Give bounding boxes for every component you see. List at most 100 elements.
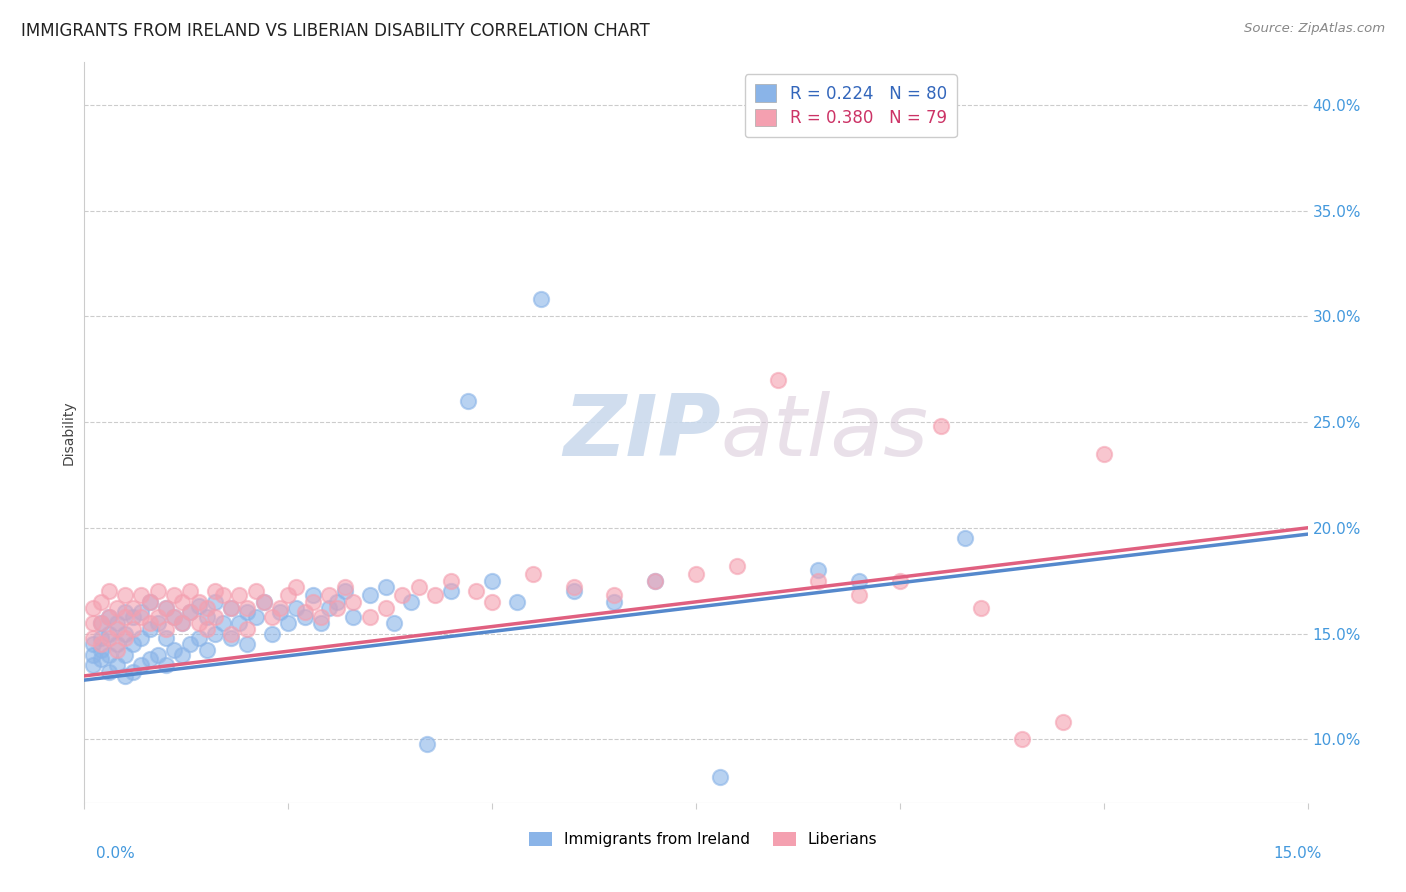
Point xyxy=(236,606,259,620)
Point xyxy=(131,631,153,645)
Point xyxy=(97,609,120,624)
Point xyxy=(97,631,120,645)
Point xyxy=(848,589,870,603)
Point xyxy=(807,563,830,577)
Point xyxy=(228,589,250,603)
Point xyxy=(236,637,259,651)
Point xyxy=(766,373,789,387)
Point xyxy=(131,589,153,603)
Point xyxy=(179,606,201,620)
Point xyxy=(1092,447,1115,461)
Point xyxy=(105,637,128,651)
Point xyxy=(122,623,145,637)
Point xyxy=(105,601,128,615)
Point xyxy=(204,584,226,599)
Point xyxy=(90,631,112,645)
Point xyxy=(163,589,186,603)
Point xyxy=(172,648,194,662)
Point xyxy=(644,574,666,588)
Point xyxy=(82,648,104,662)
Point xyxy=(725,558,748,573)
Point xyxy=(603,595,626,609)
Point xyxy=(326,601,349,615)
Point xyxy=(131,606,153,620)
Point xyxy=(285,580,308,594)
Point xyxy=(375,601,398,615)
Point xyxy=(889,574,911,588)
Point xyxy=(481,574,503,588)
Point xyxy=(138,595,160,609)
Point xyxy=(309,609,332,624)
Point xyxy=(138,595,160,609)
Point xyxy=(212,615,235,630)
Point xyxy=(114,626,136,640)
Point xyxy=(423,589,446,603)
Point xyxy=(326,595,349,609)
Point xyxy=(163,643,186,657)
Point xyxy=(277,615,299,630)
Point xyxy=(155,658,177,673)
Point xyxy=(301,595,323,609)
Point xyxy=(709,771,731,785)
Point xyxy=(440,574,463,588)
Point xyxy=(97,584,120,599)
Text: ZIP: ZIP xyxy=(562,391,720,475)
Legend: R = 0.224   N = 80, R = 0.380   N = 79: R = 0.224 N = 80, R = 0.380 N = 79 xyxy=(745,74,956,137)
Point xyxy=(105,643,128,657)
Point xyxy=(195,609,218,624)
Point xyxy=(131,658,153,673)
Point xyxy=(105,615,128,630)
Point xyxy=(457,393,479,408)
Point xyxy=(179,584,201,599)
Point xyxy=(848,574,870,588)
Point xyxy=(929,419,952,434)
Point xyxy=(807,574,830,588)
Legend: Immigrants from Ireland, Liberians: Immigrants from Ireland, Liberians xyxy=(523,826,883,853)
Point xyxy=(146,648,169,662)
Point xyxy=(562,580,585,594)
Point xyxy=(416,737,439,751)
Point xyxy=(105,658,128,673)
Point xyxy=(309,615,332,630)
Point xyxy=(155,631,177,645)
Point xyxy=(82,658,104,673)
Point xyxy=(179,637,201,651)
Point xyxy=(122,601,145,615)
Text: 0.0%: 0.0% xyxy=(96,847,135,861)
Point xyxy=(195,643,218,657)
Point xyxy=(97,609,120,624)
Point xyxy=(82,631,104,645)
Point xyxy=(359,589,381,603)
Point xyxy=(1052,715,1074,730)
Point xyxy=(530,293,553,307)
Point xyxy=(114,631,136,645)
Point xyxy=(187,615,209,630)
Point xyxy=(269,601,291,615)
Point xyxy=(391,589,413,603)
Point xyxy=(228,615,250,630)
Point xyxy=(236,623,259,637)
Point xyxy=(187,631,209,645)
Point xyxy=(114,609,136,624)
Point xyxy=(481,595,503,609)
Point xyxy=(236,601,259,615)
Point xyxy=(105,623,128,637)
Point xyxy=(90,652,112,666)
Point xyxy=(269,606,291,620)
Point xyxy=(505,595,527,609)
Point xyxy=(155,623,177,637)
Point xyxy=(82,637,104,651)
Point xyxy=(138,623,160,637)
Point xyxy=(359,609,381,624)
Point xyxy=(155,601,177,615)
Text: IMMIGRANTS FROM IRELAND VS LIBERIAN DISABILITY CORRELATION CHART: IMMIGRANTS FROM IRELAND VS LIBERIAN DISA… xyxy=(21,22,650,40)
Text: 15.0%: 15.0% xyxy=(1274,847,1322,861)
Point xyxy=(163,609,186,624)
Point xyxy=(260,626,283,640)
Point xyxy=(114,589,136,603)
Point xyxy=(138,615,160,630)
Point xyxy=(90,615,112,630)
Point xyxy=(1011,732,1033,747)
Point xyxy=(195,623,218,637)
Point xyxy=(172,615,194,630)
